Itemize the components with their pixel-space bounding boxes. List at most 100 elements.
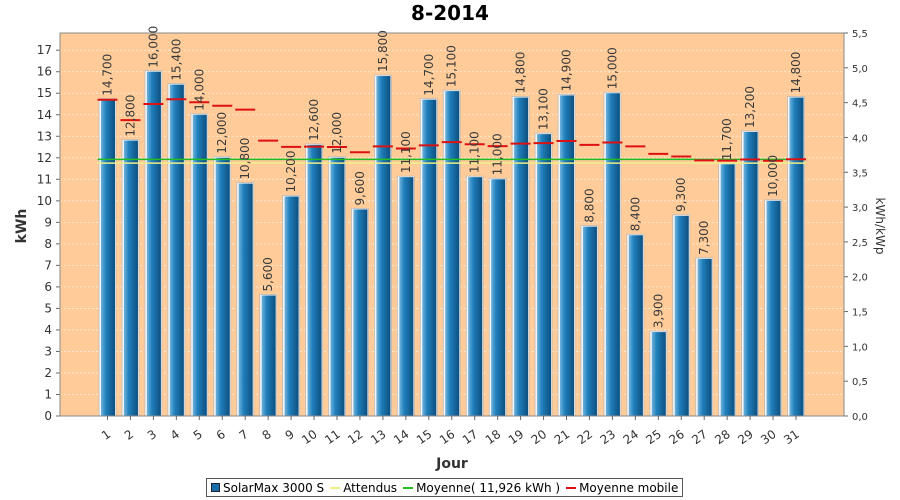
x-tick-label: 10 bbox=[299, 427, 320, 447]
data-label: 10,800 bbox=[238, 138, 252, 180]
x-axis-title: Jour bbox=[435, 456, 468, 472]
y-tick-label: 10 bbox=[37, 194, 52, 208]
x-tick-label: 13 bbox=[368, 427, 389, 447]
data-label: 13,100 bbox=[537, 88, 551, 130]
data-label: 14,900 bbox=[560, 49, 574, 91]
y-tick-label: 15 bbox=[37, 86, 52, 100]
bar bbox=[674, 215, 689, 416]
legend-label: Moyenne( 11,926 kWh ) bbox=[416, 480, 561, 495]
x-tick-label: 18 bbox=[483, 427, 504, 447]
x-tick-label: 12 bbox=[345, 427, 366, 447]
bar bbox=[376, 76, 391, 417]
y-right-tick-label: 3,0 bbox=[852, 203, 868, 214]
data-label: 10,200 bbox=[284, 151, 298, 193]
x-tick-label: 3 bbox=[145, 427, 159, 443]
legend-label: Moyenne mobile bbox=[579, 480, 679, 495]
data-label: 11,000 bbox=[491, 133, 505, 175]
legend-swatch-line bbox=[330, 486, 341, 489]
x-tick-label: 14 bbox=[391, 427, 412, 447]
bar bbox=[514, 97, 529, 416]
x-tick-label: 26 bbox=[666, 427, 687, 447]
x-tick-label: 15 bbox=[414, 427, 435, 447]
data-label: 14,800 bbox=[514, 52, 528, 94]
data-label: 15,000 bbox=[605, 47, 619, 89]
bar bbox=[445, 91, 460, 416]
bar bbox=[697, 258, 712, 416]
y-right-tick-label: 4,5 bbox=[852, 99, 868, 110]
y-tick-label: 4 bbox=[44, 323, 52, 337]
x-tick-label: 23 bbox=[598, 427, 619, 447]
y-tick-label: 9 bbox=[44, 215, 52, 229]
x-tick-label: 5 bbox=[191, 427, 205, 443]
data-label: 14,000 bbox=[192, 69, 206, 111]
data-label: 16,000 bbox=[146, 26, 160, 68]
x-tick-label: 7 bbox=[237, 427, 251, 443]
data-label: 3,900 bbox=[651, 294, 665, 328]
y-tick-label: 11 bbox=[37, 172, 52, 186]
y-right-tick-label: 4,0 bbox=[852, 133, 868, 144]
data-label: 14,700 bbox=[422, 54, 436, 96]
y-tick-label: 2 bbox=[44, 366, 52, 380]
y-right-tick-label: 2,0 bbox=[852, 273, 868, 284]
legend-swatch-line bbox=[403, 486, 414, 489]
y-right-tick-label: 1,5 bbox=[852, 308, 868, 319]
legend-label: SolarMax 3000 S bbox=[223, 480, 325, 495]
y-right-tick-label: 3,5 bbox=[852, 168, 868, 179]
data-label: 14,800 bbox=[789, 52, 803, 94]
bar bbox=[307, 144, 322, 416]
bar bbox=[628, 235, 643, 416]
x-tick-label: 29 bbox=[735, 427, 756, 447]
y-tick-label: 16 bbox=[37, 65, 52, 79]
data-label: 9,300 bbox=[674, 178, 688, 212]
data-label: 15,800 bbox=[376, 30, 390, 72]
bar bbox=[605, 93, 620, 416]
data-label: 8,400 bbox=[628, 197, 642, 231]
data-label: 7,300 bbox=[697, 221, 711, 255]
x-tick-label: 30 bbox=[758, 427, 779, 447]
x-tick-label: 11 bbox=[322, 427, 343, 447]
y-tick-label: 8 bbox=[44, 237, 52, 251]
chart-title: 8-2014 bbox=[411, 1, 489, 25]
y-tick-label: 17 bbox=[37, 43, 52, 57]
reference-lines bbox=[97, 98, 806, 164]
data-label: 8,800 bbox=[582, 188, 596, 222]
bar bbox=[192, 114, 207, 417]
x-tick-label: 27 bbox=[689, 427, 710, 447]
x-tick-label: 21 bbox=[552, 427, 573, 447]
bar bbox=[537, 134, 552, 416]
bar bbox=[491, 179, 506, 416]
data-label: 10,000 bbox=[766, 155, 780, 197]
legend-swatch-bar bbox=[211, 483, 220, 492]
y-tick-label: 1 bbox=[44, 387, 52, 401]
data-labels: 14,700 12,800 16,000 15,400 14,000 12,000 10,8… bbox=[101, 26, 804, 328]
y-right-tick-label: 5,5 bbox=[852, 29, 868, 40]
x-tick-label: 8 bbox=[260, 427, 274, 443]
data-label: 12,600 bbox=[307, 99, 321, 141]
data-label: 15,100 bbox=[445, 45, 459, 87]
y-tick-label: 5 bbox=[44, 301, 52, 315]
x-tick-label: 16 bbox=[437, 427, 458, 447]
legend-swatch-line bbox=[566, 486, 577, 489]
x-tick-label: 4 bbox=[168, 427, 182, 443]
bar bbox=[422, 99, 437, 417]
x-tick-label: 1 bbox=[99, 427, 113, 443]
y-tick-label: 14 bbox=[37, 108, 52, 122]
data-label: 5,600 bbox=[261, 257, 275, 291]
bar bbox=[238, 183, 253, 416]
y-tick-label: 12 bbox=[37, 151, 52, 165]
bar bbox=[261, 295, 276, 416]
y-axis-title: kWh bbox=[14, 209, 30, 244]
legend-item-attendus: Attendus bbox=[330, 481, 397, 495]
bar bbox=[284, 196, 299, 416]
y-tick-label: 0 bbox=[44, 409, 52, 423]
x-tick-label: 19 bbox=[506, 427, 527, 447]
bar bbox=[651, 332, 666, 416]
bar bbox=[215, 157, 230, 416]
bar bbox=[582, 226, 597, 416]
x-tick-label: 22 bbox=[575, 427, 596, 447]
data-label: 12,000 bbox=[215, 112, 229, 154]
data-label: 14,700 bbox=[101, 54, 115, 96]
y-right-tick-label: 1,0 bbox=[852, 342, 868, 353]
data-label: 11,100 bbox=[468, 131, 482, 173]
